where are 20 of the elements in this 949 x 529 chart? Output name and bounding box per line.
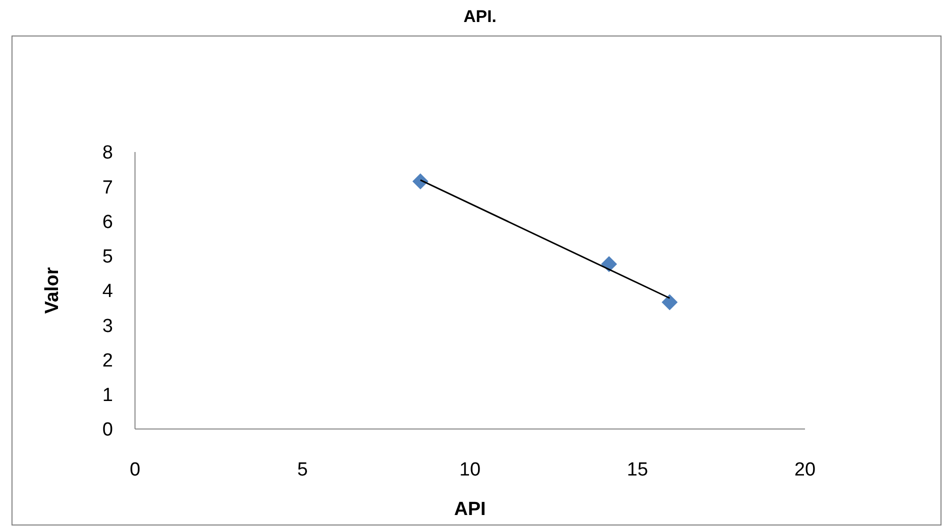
point [601, 256, 618, 272]
y-tick-label: 6 [102, 212, 113, 233]
point [662, 294, 678, 310]
y-tick-label: 3 [102, 316, 113, 337]
x-tick-label: 15 [626, 460, 648, 481]
x-tick-label: 10 [459, 460, 481, 481]
point [412, 173, 428, 190]
chart-title: API. [463, 7, 497, 26]
y-tick-label: 5 [102, 246, 113, 268]
y-tick-label: 4 [102, 281, 114, 302]
x-tick-label: 5 [297, 460, 308, 481]
x-tick-label: 0 [130, 460, 140, 481]
y-tick-label: 7 [102, 177, 113, 198]
x-tick-label: 20 [794, 460, 816, 481]
y-tick-label: 8 [102, 142, 113, 164]
y-tick-label: 2 [102, 350, 113, 372]
y-tick-label: 1 [102, 385, 113, 406]
y-tick-label: 0 [102, 420, 113, 441]
x-axis-title: API [454, 499, 486, 520]
y-axis-title: Valor [42, 266, 63, 314]
